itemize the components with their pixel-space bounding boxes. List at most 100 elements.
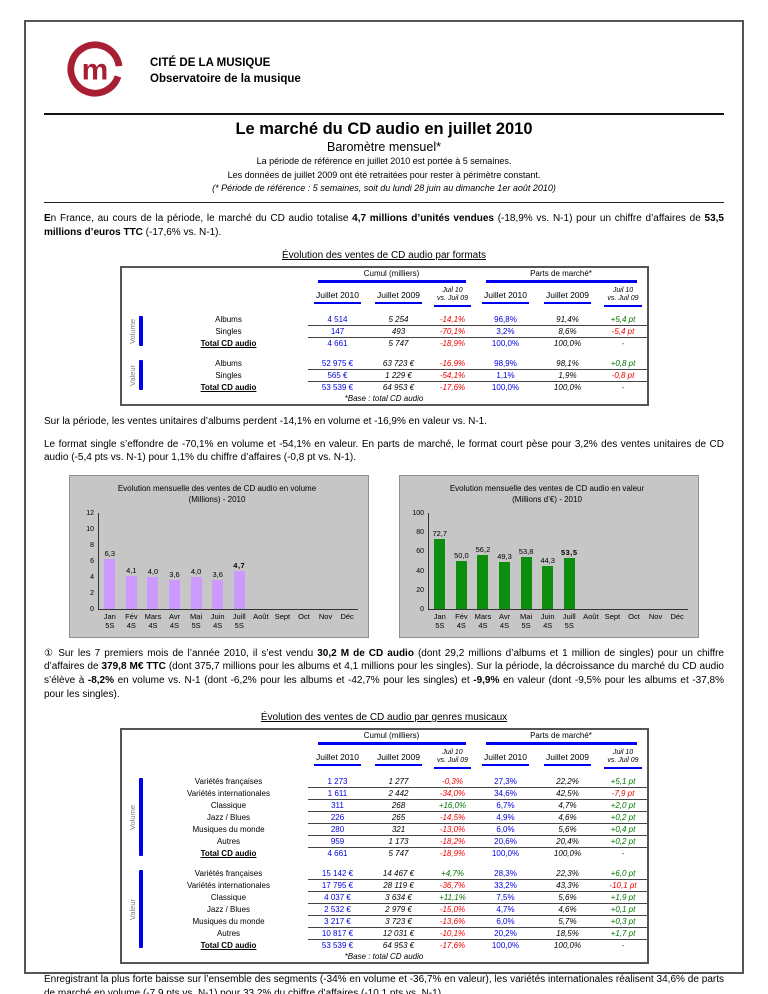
cell-value: 4,9% [475, 811, 536, 824]
cell-value: -18,9% [439, 338, 466, 348]
text-segment: ① Sur les 7 premiers mois de l’année 201… [44, 647, 318, 659]
cell-value: 4,7% [475, 903, 536, 916]
table-row: Valeur Albums 52 975 €63 723 € -16,9% 98,9% 9… [121, 357, 648, 391]
table-row: Volume Variétés françaises 1 273 1 277 -0,3%… [121, 775, 648, 857]
reference-note-2: Les données de juillet 2009 ont été retr… [227, 169, 541, 180]
cell-value: 98,1% [535, 357, 600, 370]
bar-value-label: 4,1 [126, 566, 137, 576]
table-row: Jazz / Blues 2 532 €2 979 € -15,0% 4,7% 4,6%… [121, 903, 648, 916]
page-title: Le marché du CD audio en juillet 2010 [235, 120, 533, 138]
table-row: Total CD audio 4 661 5 747 -18,9% 100,0% 100,… [121, 847, 648, 859]
cell-value: -14,5% [429, 811, 476, 824]
cell-value: 3,2% [475, 325, 536, 338]
cell-value: 100,0% [553, 848, 582, 858]
cell-value: 22,3% [535, 867, 600, 880]
row-label: Musiques du monde [192, 916, 265, 926]
cell-value: 6,0% [475, 823, 536, 836]
cell-value: 265 [367, 811, 430, 824]
cell-value: -10,1% [429, 927, 476, 940]
column-header: Juillet 2010 [308, 284, 368, 308]
cell-value: 20,4% [535, 835, 600, 848]
bar [169, 580, 181, 609]
bar-value-label: 3,6 [169, 570, 180, 580]
cell-value: 280 [307, 823, 368, 836]
cell-value: 6,7% [475, 799, 536, 812]
text-segment: (-18,9% vs. N-1) pour un chiffre d’affai… [493, 213, 705, 225]
cell-value: 4,6% [535, 811, 600, 824]
table-row: Variétés internationales 17 795 €28 119 €… [121, 879, 648, 892]
cell-value: 1 229 € [367, 369, 430, 382]
bar [542, 566, 554, 609]
row-label: Variétés françaises [194, 777, 263, 787]
bar-value-label: 50,0 [454, 550, 469, 560]
cell-value: 5 747 [388, 848, 409, 858]
cell-value: 91,4% [535, 313, 600, 326]
data-table: Cumul (milliers) Parts de marché* Juillet … [119, 727, 649, 964]
cell-value: 147 [307, 325, 368, 338]
column-header: Juil 10 vs. Juil 09 [430, 746, 476, 770]
bar [499, 561, 511, 609]
cell-value: 5 254 [367, 313, 430, 326]
text-segment: Sur la période, les ventes unitaires d’a… [44, 415, 488, 427]
table-row: Singles 147 493 -70,1% 3,2% 8,6% -5,4 pt [121, 325, 648, 338]
cumul-paragraph: ① Sur les 7 premiers mois de l’année 201… [44, 647, 724, 702]
row-label: Total CD audio [200, 338, 257, 348]
cell-value: -10,1 pt [599, 879, 648, 892]
cell-value: 52 975 € [307, 357, 368, 370]
cell-value: 3 723 € [367, 915, 430, 928]
cell-value: 43,3% [535, 879, 600, 892]
reference-note-3: (* Période de référence : 5 semaines, so… [212, 183, 556, 194]
cell-value: 5,6% [535, 891, 600, 904]
albums-paragraph: Sur la période, les ventes unitaires d’a… [44, 415, 724, 429]
cell-value: +2,0 pt [599, 799, 648, 812]
cell-value: +0,8 pt [599, 357, 648, 370]
row-label: Albums [215, 359, 242, 368]
y-axis: 0 20 40 60 80 100 [412, 509, 424, 613]
cell-value: 311 [307, 799, 368, 812]
bar-value-label: 4,0 [190, 566, 202, 576]
cell-value: 3 634 € [367, 891, 430, 904]
bar-value-label: 56,2 [475, 544, 491, 554]
cell-value: 15 142 € [307, 867, 368, 880]
group-header: Parts de marché* [476, 267, 648, 284]
formats-table-caption: Évolution des ventes de CD audio par for… [282, 249, 486, 261]
cell-value: -17,6% [439, 940, 466, 950]
x-axis-labels: Jan 5S Fév 4S Mars 4S Avr 4S Mai 5S Juin 4S Juill 5S A… [433, 611, 684, 631]
cell-value: 20,6% [475, 835, 536, 848]
row-label: Jazz / Blues [206, 904, 251, 914]
text-segment: E [44, 213, 51, 225]
bar [477, 554, 489, 609]
bar-value-label: 72,7 [432, 529, 448, 539]
reference-note-1: La période de référence en juillet 2010 … [256, 156, 512, 166]
cell-value: 53 539 € [321, 940, 354, 950]
cell-value: 1 611 [307, 787, 368, 800]
cell-value: 53 539 € [321, 382, 354, 392]
cell-value: -36,7% [429, 879, 476, 892]
cell-value: 34,6% [475, 787, 536, 800]
row-label: Singles [215, 326, 242, 336]
bar-value-label: 4,7 [233, 561, 246, 571]
cell-value: 14 467 € [367, 867, 430, 880]
text-segment: -8,2% [87, 675, 114, 687]
bar [125, 576, 137, 609]
text-segment: 30,2 M de CD audio [317, 647, 414, 659]
row-label: Singles [215, 370, 242, 380]
cell-value: 2 442 [367, 787, 430, 800]
header: m CITÉ DE LA MUSIQUE Observatoire de la … [66, 40, 726, 103]
cell-value: 18,5% [535, 927, 600, 940]
bar [455, 560, 467, 609]
genres-table: Cumul (milliers) Parts de marché* Juillet … [42, 727, 726, 964]
conclusion-paragraph: Enregistrant la plus forte baisse sur l’… [44, 973, 724, 994]
cell-value: 63 723 € [367, 357, 430, 370]
bar [434, 539, 446, 609]
cell-value: +0,4 pt [599, 823, 648, 836]
header-divider [44, 113, 724, 115]
table-row: Volume Albums 4 514 5 254 -14,1% 96,8% 91,4% +5… [121, 313, 648, 347]
row-label: Albums [215, 315, 242, 324]
text-segment: n France, au cours de la période, le mar… [50, 213, 353, 225]
text-segment: (dont 375,7 millions pour les albums et … [44, 661, 724, 687]
table-row: Jazz / Blues 226 265 -14,5% 4,9% 4,6% +0,2 pt [121, 811, 648, 824]
cell-value: 100,0% [553, 940, 582, 950]
cell-value: 268 [367, 799, 430, 812]
cell-value: 98,9% [475, 357, 536, 370]
